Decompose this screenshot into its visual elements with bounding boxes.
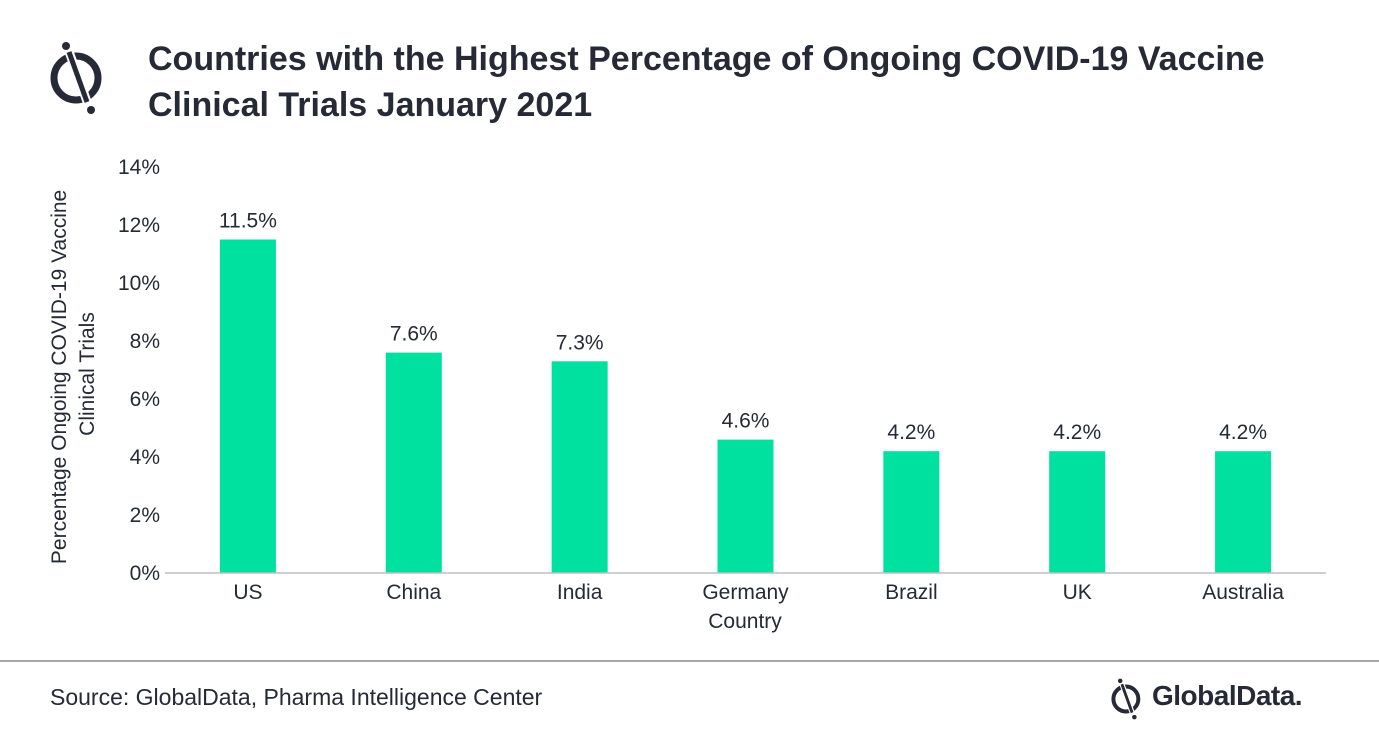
data-label-india: 7.3%	[556, 331, 604, 354]
brand-name: GlobalData.	[1152, 680, 1303, 711]
data-label-china: 7.6%	[390, 323, 438, 346]
data-label-germany: 4.6%	[722, 410, 770, 433]
x-tick-label-germany: Germany	[702, 581, 789, 604]
globaldata-brand-icon	[1111, 678, 1141, 720]
x-tick-label-australia: Australia	[1202, 581, 1284, 604]
y-tick-label: 10%	[118, 272, 160, 295]
y-tick-label: 6%	[130, 388, 160, 411]
x-axis-title: Country	[708, 610, 782, 633]
y-axis-ticks: 0% 2% 4% 6% 8% 10% 12% 14%	[118, 156, 160, 585]
y-tick-label: 14%	[118, 156, 160, 179]
x-axis-ticks: US China India Germany Brazil UK Australia	[233, 581, 1284, 604]
bar-germany	[717, 439, 774, 573]
y-axis-title-line-2: Clinical Trials	[76, 312, 99, 436]
y-tick-label: 2%	[130, 504, 160, 527]
x-tick-label-brazil: Brazil	[885, 581, 938, 604]
y-axis-title-line-1: Percentage Ongoing COVID-19 Vaccine	[48, 190, 71, 564]
y-axis-title: Percentage Ongoing COVID-19 Vaccine Clin…	[48, 184, 99, 564]
brand-logo: GlobalData.	[1110, 676, 1340, 722]
y-tick-label: 8%	[130, 330, 160, 353]
y-tick-label: 0%	[130, 562, 160, 585]
x-tick-label-china: China	[386, 581, 441, 604]
data-label-uk: 4.2%	[1053, 421, 1101, 444]
title-line-2: Clinical Trials January 2021	[148, 86, 593, 124]
bar-china	[385, 352, 442, 573]
x-tick-label-us: US	[233, 581, 262, 604]
title-line-1: Countries with the Highest Percentage of…	[148, 40, 1265, 78]
bars	[219, 239, 1272, 573]
bar-chart: 0% 2% 4% 6% 8% 10% 12% 14% 11.5% 7.6% 7.3% 4.6% 4.2…	[48, 156, 1326, 633]
y-tick-label: 4%	[130, 446, 160, 469]
data-labels: 11.5% 7.6% 7.3% 4.6% 4.2% 4.2% 4.2%	[219, 210, 1267, 445]
bar-australia	[1215, 451, 1272, 573]
y-tick-label: 12%	[118, 214, 160, 237]
data-label-us: 11.5%	[219, 210, 277, 233]
bar-us	[219, 239, 276, 573]
footer-divider	[0, 660, 1379, 662]
source-note: Source: GlobalData, Pharma Intelligence …	[50, 684, 543, 710]
globaldata-logo-icon	[50, 42, 102, 114]
data-label-brazil: 4.2%	[887, 421, 935, 444]
bar-india	[551, 361, 608, 573]
bar-uk	[1049, 451, 1106, 573]
x-tick-label-india: India	[557, 581, 603, 604]
chart-title: Countries with the Highest Percentage of…	[148, 36, 1348, 128]
bar-brazil	[883, 451, 940, 573]
data-label-australia: 4.2%	[1219, 421, 1267, 444]
x-tick-label-uk: UK	[1063, 581, 1092, 604]
